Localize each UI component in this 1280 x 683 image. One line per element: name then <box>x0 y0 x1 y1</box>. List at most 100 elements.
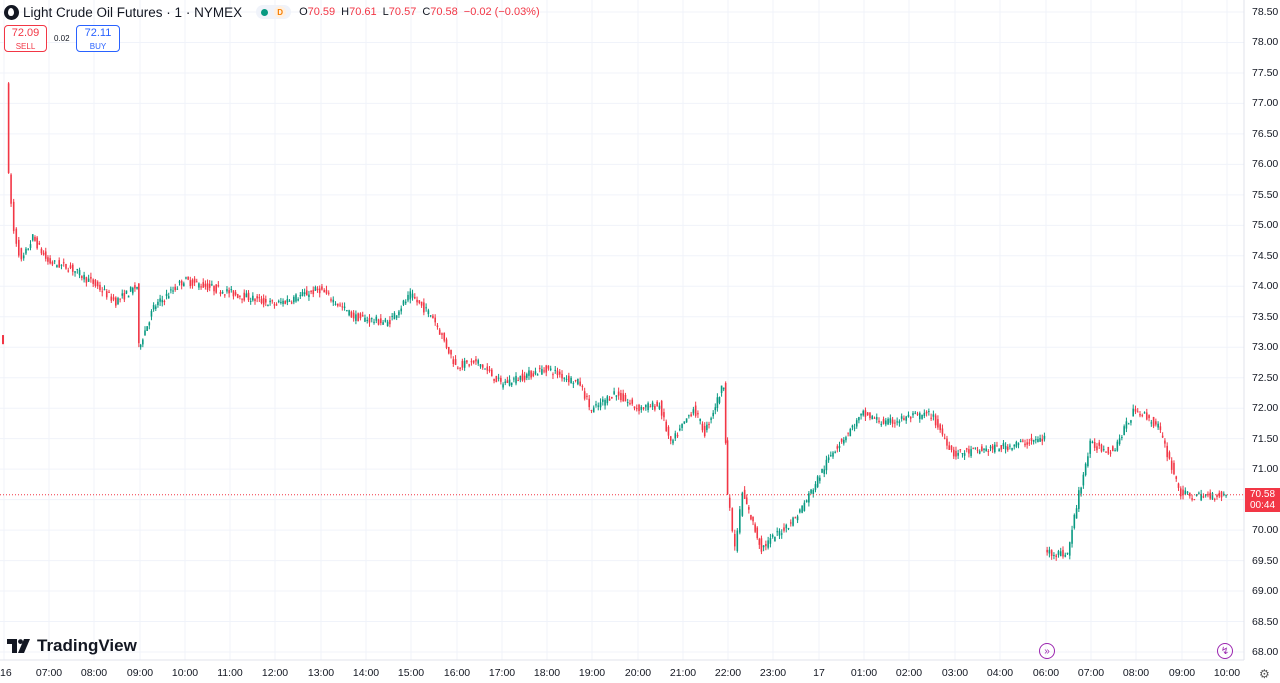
candle-body <box>692 409 695 414</box>
candle-body <box>1084 463 1087 476</box>
candle-body <box>771 534 774 537</box>
candle-body <box>1116 441 1119 451</box>
tradingview-logo[interactable]: TradingView <box>7 636 137 656</box>
candle-body <box>615 395 618 397</box>
candle-body <box>25 248 27 254</box>
candle-body <box>590 410 593 412</box>
candle-body <box>789 522 792 524</box>
candle-body <box>814 484 817 490</box>
settings-gear-icon[interactable]: ⚙ <box>1259 667 1270 681</box>
x-tick-label: 01:00 <box>850 667 878 679</box>
candle-body <box>974 447 977 449</box>
candle-body <box>851 425 854 428</box>
candle-body <box>579 381 581 386</box>
candle-body <box>736 530 739 552</box>
candle-body <box>65 263 67 269</box>
low-value: 70.57 <box>388 6 417 18</box>
candle-body <box>1046 549 1048 553</box>
candle-body <box>432 315 434 319</box>
y-tick-label: 78.00 <box>1252 36 1279 49</box>
candle-body <box>293 296 295 303</box>
y-tick-label: 77.00 <box>1252 97 1279 110</box>
candle-body <box>36 237 38 249</box>
candle-body <box>556 370 559 376</box>
candle-body <box>1032 439 1035 442</box>
sell-button[interactable]: 72.09 SELL <box>4 25 47 52</box>
goto-realtime-button[interactable]: » <box>1039 643 1055 659</box>
candle-body <box>1026 442 1028 445</box>
candle-body <box>413 296 416 299</box>
candle-body <box>778 530 781 536</box>
candle-body <box>299 295 302 297</box>
candle-body <box>284 301 287 304</box>
lightning-button[interactable]: ↯ <box>1217 643 1233 659</box>
candle-body <box>211 284 213 286</box>
candle-body <box>443 332 446 341</box>
candle-body <box>398 311 400 316</box>
candle-body <box>382 322 384 325</box>
lightning-icon: ↯ <box>1220 645 1230 657</box>
candle-body <box>972 447 975 449</box>
candle-body <box>849 429 852 437</box>
x-tick-label: 11:00 <box>217 667 243 679</box>
candle-body <box>144 330 146 336</box>
candle-body <box>663 412 665 418</box>
candle-body <box>94 279 97 286</box>
candle-body <box>325 289 328 294</box>
candle-body <box>830 455 832 457</box>
symbol-title[interactable]: Light Crude Oil Futures · 1 · NYMEX <box>23 4 243 20</box>
candle-body <box>213 285 215 292</box>
buy-button[interactable]: 72.11 BUY <box>76 25 120 52</box>
x-tick-label: 13:00 <box>307 667 335 679</box>
market-status[interactable]: D <box>256 5 292 19</box>
candle-body <box>1155 421 1157 425</box>
candle-body <box>860 413 862 416</box>
candle-body <box>606 396 609 404</box>
candle-body <box>219 292 222 295</box>
candle-body <box>549 368 552 371</box>
candle-body <box>1170 460 1173 470</box>
candle-body <box>534 371 537 374</box>
candle-body <box>127 295 130 298</box>
candle-body <box>722 387 725 390</box>
candle-body <box>230 289 233 291</box>
candle-body <box>243 292 246 301</box>
candle-body <box>368 318 371 323</box>
candle-body <box>536 374 539 376</box>
candle-body <box>638 404 640 412</box>
candle-body <box>277 300 280 303</box>
candle-body <box>316 288 319 290</box>
candle-body <box>121 293 124 296</box>
candle-body <box>756 527 759 539</box>
candle-body <box>256 296 258 299</box>
candle-body <box>1134 408 1137 412</box>
candle-body <box>541 369 543 375</box>
candle-body <box>601 399 604 402</box>
candle-body <box>528 370 530 376</box>
candle-body <box>105 291 108 298</box>
candle-body <box>7 83 10 173</box>
candle-body <box>215 284 217 293</box>
x-tick-label: 18:00 <box>533 667 561 679</box>
candle-body <box>583 391 586 399</box>
candle-body <box>1011 448 1013 450</box>
candle-body <box>1098 442 1101 446</box>
delayed-data-badge[interactable]: D <box>274 6 287 18</box>
candle-body <box>597 405 600 407</box>
candle-body <box>718 397 721 403</box>
candle-body <box>491 369 493 377</box>
candle-body <box>99 284 101 291</box>
symbol-logo-icon[interactable] <box>4 4 19 20</box>
candle-body <box>1009 445 1011 447</box>
candle-body <box>1002 443 1005 447</box>
candle-body <box>994 444 996 453</box>
candle-body <box>515 375 517 384</box>
candle-body <box>965 448 968 450</box>
candle-body <box>364 317 366 322</box>
candle-body <box>821 468 823 473</box>
candle-body <box>239 295 241 297</box>
candle-body <box>838 445 841 449</box>
candle-body <box>714 407 717 411</box>
candle-body <box>163 300 166 302</box>
